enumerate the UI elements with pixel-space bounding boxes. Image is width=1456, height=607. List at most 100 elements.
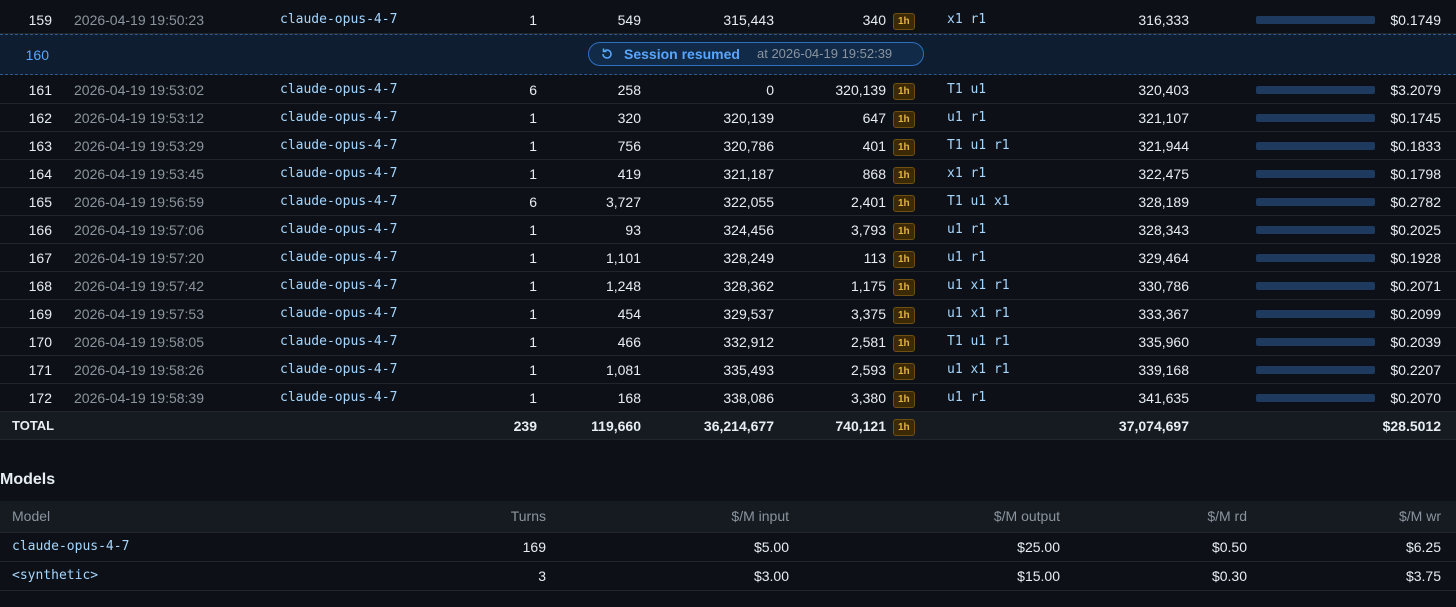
input-tokens: 1,081: [605, 362, 641, 378]
cache-write: 2,581: [850, 334, 886, 350]
timestamp: 2026-04-19 19:53:45: [74, 166, 204, 182]
data-row: 162 2026-04-19 19:53:12 claude-opus-4-7 1 32…: [0, 104, 1456, 132]
total-tokens: 328,189: [1138, 194, 1189, 210]
model: claude-opus-4-7: [280, 194, 398, 209]
model-cell: 169: [522, 539, 546, 555]
cache-write: 113: [863, 250, 886, 266]
turns: 1: [529, 390, 537, 406]
timestamp: 2026-04-19 19:57:20: [74, 250, 204, 266]
total-tokens: 330,786: [1138, 278, 1189, 294]
cost-bar: [1256, 338, 1375, 346]
turns: 1: [529, 222, 537, 238]
cost-bar: [1256, 114, 1375, 122]
input-tokens: 93: [625, 222, 641, 238]
model-cell: $0.30: [1211, 568, 1247, 584]
data-row: 165 2026-04-19 19:56:59 claude-opus-4-7 6 3,…: [0, 188, 1456, 216]
timestamp: 2026-04-19 19:53:29: [74, 138, 204, 154]
flags: T1 u1: [947, 82, 987, 97]
resume-icon: [602, 48, 612, 59]
index: 166: [28, 222, 52, 238]
cost: $0.1833: [1390, 138, 1441, 154]
badge: 1h: [893, 391, 915, 408]
column-header: Turns: [510, 508, 546, 524]
model: claude-opus-4-7: [280, 138, 398, 153]
models-header: Model Turns $/M input $/M output $/M rd $/M w…: [0, 501, 1456, 533]
cache-read: 329,537: [723, 306, 774, 322]
flags: T1 u1 r1: [947, 334, 1010, 349]
model-name: claude-opus-4-7: [12, 539, 130, 554]
session-divider: 160 Session resumed at 2026-04-19 19:52:39: [0, 34, 1456, 75]
total-turns: 239: [513, 418, 537, 434]
cost-bar: [1256, 282, 1375, 290]
column-header: $/M input: [731, 508, 789, 524]
badge: 1h: [893, 251, 915, 268]
flags: u1 r1: [947, 390, 987, 405]
index: 168: [28, 278, 52, 294]
timestamp: 2026-04-19 19:53:02: [74, 82, 204, 98]
cache-write: 647: [862, 110, 886, 126]
total-tokens: 321,944: [1138, 138, 1189, 154]
cost-bar: [1256, 198, 1375, 206]
cache-read: 0: [766, 82, 774, 98]
cost: $3.2079: [1390, 82, 1441, 98]
model: claude-opus-4-7: [280, 390, 398, 405]
badge: 1h: [893, 195, 915, 212]
cost-bar: [1256, 16, 1375, 24]
turns: 1: [529, 110, 537, 126]
input-tokens: 3,727: [605, 194, 641, 210]
total-tokens: 333,367: [1138, 306, 1189, 322]
column-header: Model: [12, 508, 51, 524]
flags: T1 u1 r1: [947, 138, 1010, 153]
turns: 1: [529, 250, 537, 266]
turns: 6: [529, 82, 537, 98]
cache-write: 2,593: [850, 362, 886, 378]
column-header: $/M rd: [1207, 508, 1247, 524]
data-row: 166 2026-04-19 19:57:06 claude-opus-4-7 1 93…: [0, 216, 1456, 244]
cost-bar: [1256, 394, 1375, 402]
model-cell: $25.00: [1017, 539, 1060, 555]
badge: 1h: [893, 279, 915, 296]
input-tokens: 258: [617, 82, 641, 98]
flags: x1 r1: [947, 12, 987, 27]
data-row: 159 2026-04-19 19:50:23 claude-opus-4-7 1 54…: [0, 6, 1456, 34]
total-total: 37,074,697: [1118, 418, 1189, 434]
turns: 1: [529, 278, 537, 294]
cache-write: 3,375: [850, 306, 886, 322]
cache-write: 340: [862, 12, 886, 28]
total-tokens: 328,343: [1138, 222, 1189, 238]
data-row: 171 2026-04-19 19:58:26 claude-opus-4-7 1 1,…: [0, 356, 1456, 384]
model-cell: $3.75: [1405, 568, 1441, 584]
cache-read: 324,456: [723, 222, 774, 238]
index: 161: [28, 82, 52, 98]
model-cell: $3.00: [753, 568, 789, 584]
model: claude-opus-4-7: [280, 278, 398, 293]
timestamp: 2026-04-19 19:56:59: [74, 194, 204, 210]
model-row: claude-opus-4-7 169 $5.00 $25.00 $0.50 $6.25: [0, 533, 1456, 562]
cost: $0.2071: [1390, 278, 1441, 294]
total-tokens: 320,403: [1138, 82, 1189, 98]
total-tokens: 321,107: [1138, 110, 1189, 126]
index: 160: [25, 47, 49, 63]
cost-bar: [1256, 86, 1375, 94]
timestamp: 2026-04-19 19:57:06: [74, 222, 204, 238]
input-tokens: 320: [617, 110, 641, 126]
input-tokens: 756: [617, 138, 641, 154]
cache-read: 320,786: [723, 138, 774, 154]
cache-write: 3,793: [850, 222, 886, 238]
column-header: $/M output: [993, 508, 1060, 524]
badge: 1h: [893, 223, 915, 240]
cost: $0.2025: [1390, 222, 1441, 238]
total-cache-write: 740,121: [835, 418, 886, 434]
badge: 1h: [893, 335, 915, 352]
cost-bar: [1256, 170, 1375, 178]
index: 167: [28, 250, 52, 266]
cache-write: 1,175: [850, 278, 886, 294]
flags: u1 r1: [947, 250, 987, 265]
index: 164: [28, 166, 52, 182]
session-pill: Session resumed at 2026-04-19 19:52:39: [588, 42, 924, 66]
turns: 1: [529, 166, 537, 182]
model-cell: $15.00: [1017, 568, 1060, 584]
cost-bar: [1256, 254, 1375, 262]
badge: 1h: [893, 307, 915, 324]
